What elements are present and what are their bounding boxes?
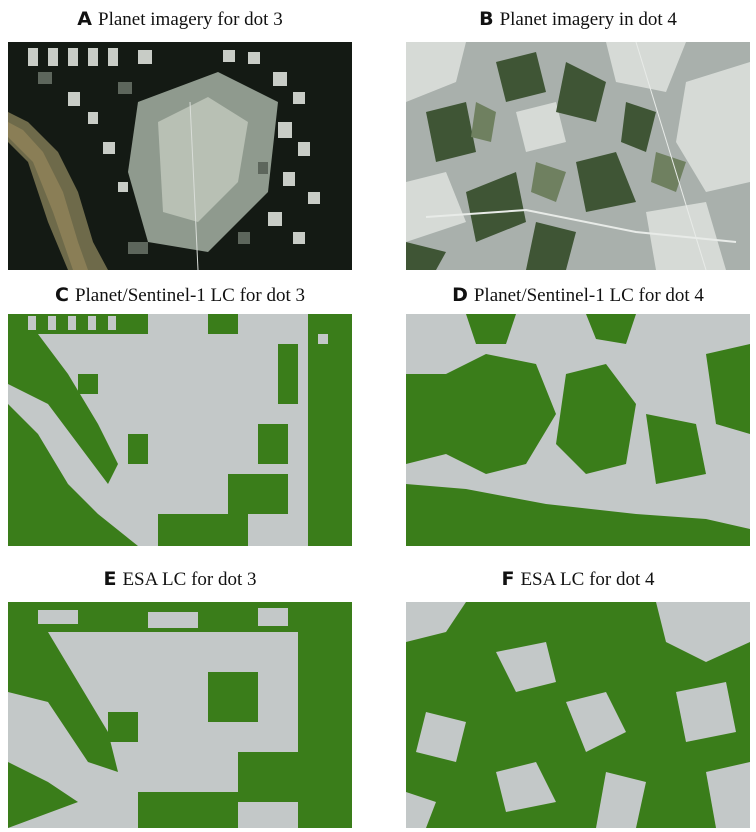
satellite-image-dot3 — [8, 42, 352, 270]
panel-title: Planet imagery for dot 3 — [98, 9, 283, 30]
panel-title: Planet imagery in dot 4 — [499, 9, 677, 30]
panel-caption: F ESA LC for dot 4 — [406, 568, 750, 591]
esa-landcover-map-dot3 — [8, 602, 352, 828]
landcover-map-dot3 — [8, 314, 352, 546]
panel-letter: D — [452, 284, 468, 306]
panel-title: Planet/Sentinel-1 LC for dot 4 — [473, 285, 704, 306]
panel-caption: E ESA LC for dot 3 — [8, 568, 352, 591]
panel-letter: E — [103, 568, 117, 590]
panel-caption: D Planet/Sentinel-1 LC for dot 4 — [406, 284, 750, 307]
panel-a: A Planet imagery for dot 3 — [8, 8, 352, 278]
panel-letter: A — [77, 8, 93, 30]
landcover-map-dot4 — [406, 314, 750, 546]
panel-title: ESA LC for dot 4 — [520, 569, 655, 590]
satellite-image-dot4 — [406, 42, 750, 270]
panel-d: D Planet/Sentinel-1 LC for dot 4 — [406, 284, 750, 554]
panel-caption: B Planet imagery in dot 4 — [406, 8, 750, 31]
panel-e: E ESA LC for dot 3 — [8, 568, 352, 830]
panel-caption: C Planet/Sentinel-1 LC for dot 3 — [8, 284, 352, 307]
panel-letter: B — [479, 8, 494, 30]
panel-f: F ESA LC for dot 4 — [406, 568, 750, 830]
panel-title: ESA LC for dot 3 — [122, 569, 257, 590]
panel-caption: A Planet imagery for dot 3 — [8, 8, 352, 31]
panel-c: C Planet/Sentinel-1 LC for dot 3 — [8, 284, 352, 554]
panel-title: Planet/Sentinel-1 LC for dot 3 — [74, 285, 306, 306]
esa-landcover-map-dot4 — [406, 602, 750, 828]
panel-letter: F — [501, 568, 515, 590]
panel-letter: C — [54, 284, 69, 306]
panel-b: B Planet imagery in dot 4 — [406, 8, 750, 278]
